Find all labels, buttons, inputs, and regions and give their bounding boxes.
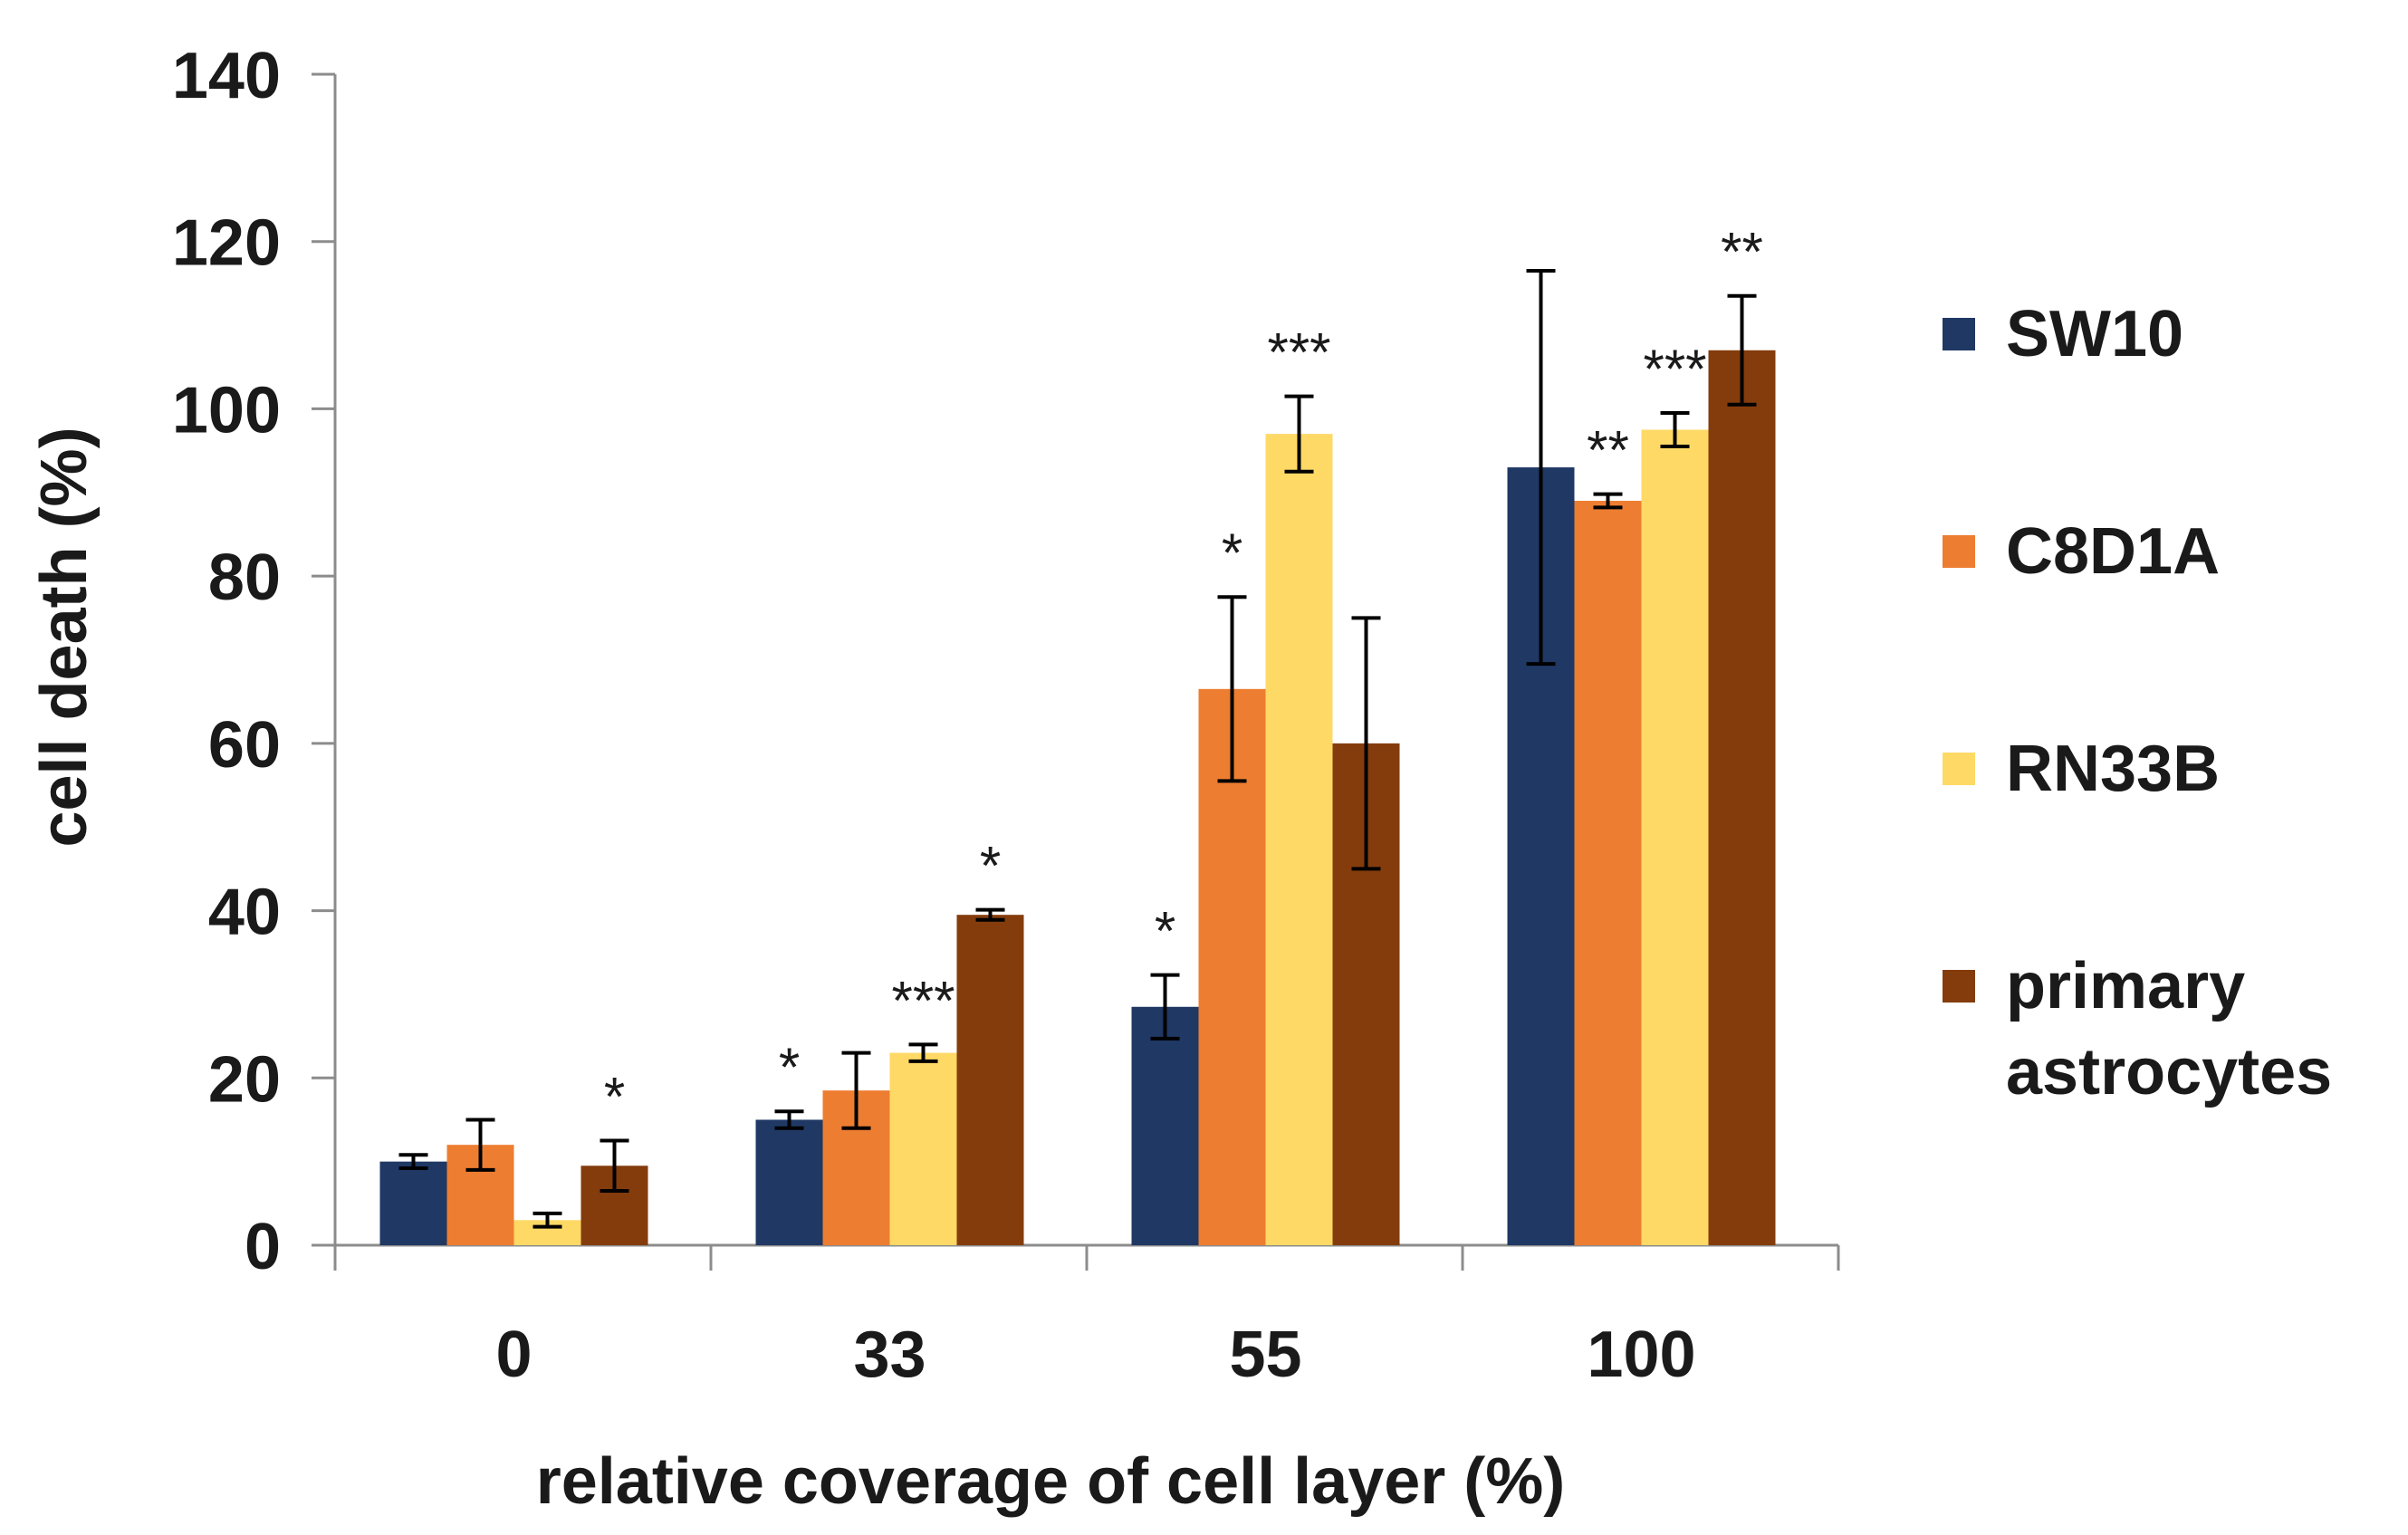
x-axis-title: relative coverage of cell layer (%) <box>536 1445 1566 1518</box>
bar <box>1641 429 1709 1246</box>
y-tick-label: 120 <box>172 207 281 280</box>
x-tick-label: 100 <box>1587 1319 1695 1391</box>
bar <box>1708 350 1776 1245</box>
bar <box>956 915 1024 1245</box>
legend-swatch <box>1943 970 1975 1003</box>
significance-label: * <box>980 836 1001 897</box>
bar <box>1574 501 1642 1245</box>
legend-swatch <box>1943 753 1975 785</box>
y-tick-label: 140 <box>172 40 281 112</box>
significance-label: * <box>1222 523 1242 583</box>
significance-label: * <box>604 1067 625 1127</box>
y-tick-label: 0 <box>245 1211 281 1283</box>
y-tick-label: 40 <box>208 877 281 949</box>
y-tick-label: 100 <box>172 374 281 446</box>
bars <box>379 350 1776 1246</box>
bar <box>1265 434 1333 1245</box>
x-tick-label: 0 <box>495 1319 532 1391</box>
significance-label: ** <box>1721 222 1763 283</box>
legend-label: astrocytes <box>2006 1036 2332 1108</box>
x-tick-label: 33 <box>853 1319 926 1391</box>
significance-label: *** <box>1267 322 1330 383</box>
y-axis-title: cell death (%) <box>28 427 101 847</box>
significance-label: * <box>779 1037 800 1098</box>
legend-label: C8D1A <box>2006 515 2220 588</box>
significance-markers: * ***************** <box>604 222 1763 1127</box>
significance-label: * <box>1155 901 1175 962</box>
bar <box>889 1052 957 1245</box>
y-tick-label: 20 <box>208 1043 281 1116</box>
legend: SW10 C8D1A RN33B primary astrocytes <box>1943 298 2332 1108</box>
axes: 0 20 40 60 80 100 120 140 0 33 55 100 <box>172 40 1840 1391</box>
bar <box>755 1119 823 1245</box>
legend-label: SW10 <box>2006 298 2183 370</box>
significance-label: *** <box>1643 339 1706 399</box>
significance-label: *** <box>891 970 955 1031</box>
error-bars <box>398 269 1757 1229</box>
bar <box>379 1161 447 1245</box>
legend-swatch <box>1943 535 1975 568</box>
bar <box>1131 1006 1199 1245</box>
y-tick-label: 60 <box>208 709 281 782</box>
legend-swatch <box>1943 318 1975 350</box>
legend-label: RN33B <box>2006 733 2220 805</box>
legend-label: primary <box>2006 950 2245 1022</box>
y-tick-label: 80 <box>208 542 281 614</box>
x-tick-label: 55 <box>1229 1319 1301 1391</box>
significance-label: ** <box>1587 420 1629 481</box>
axis-labels: relative coverage of cell layer (%) cell… <box>28 427 1565 1518</box>
